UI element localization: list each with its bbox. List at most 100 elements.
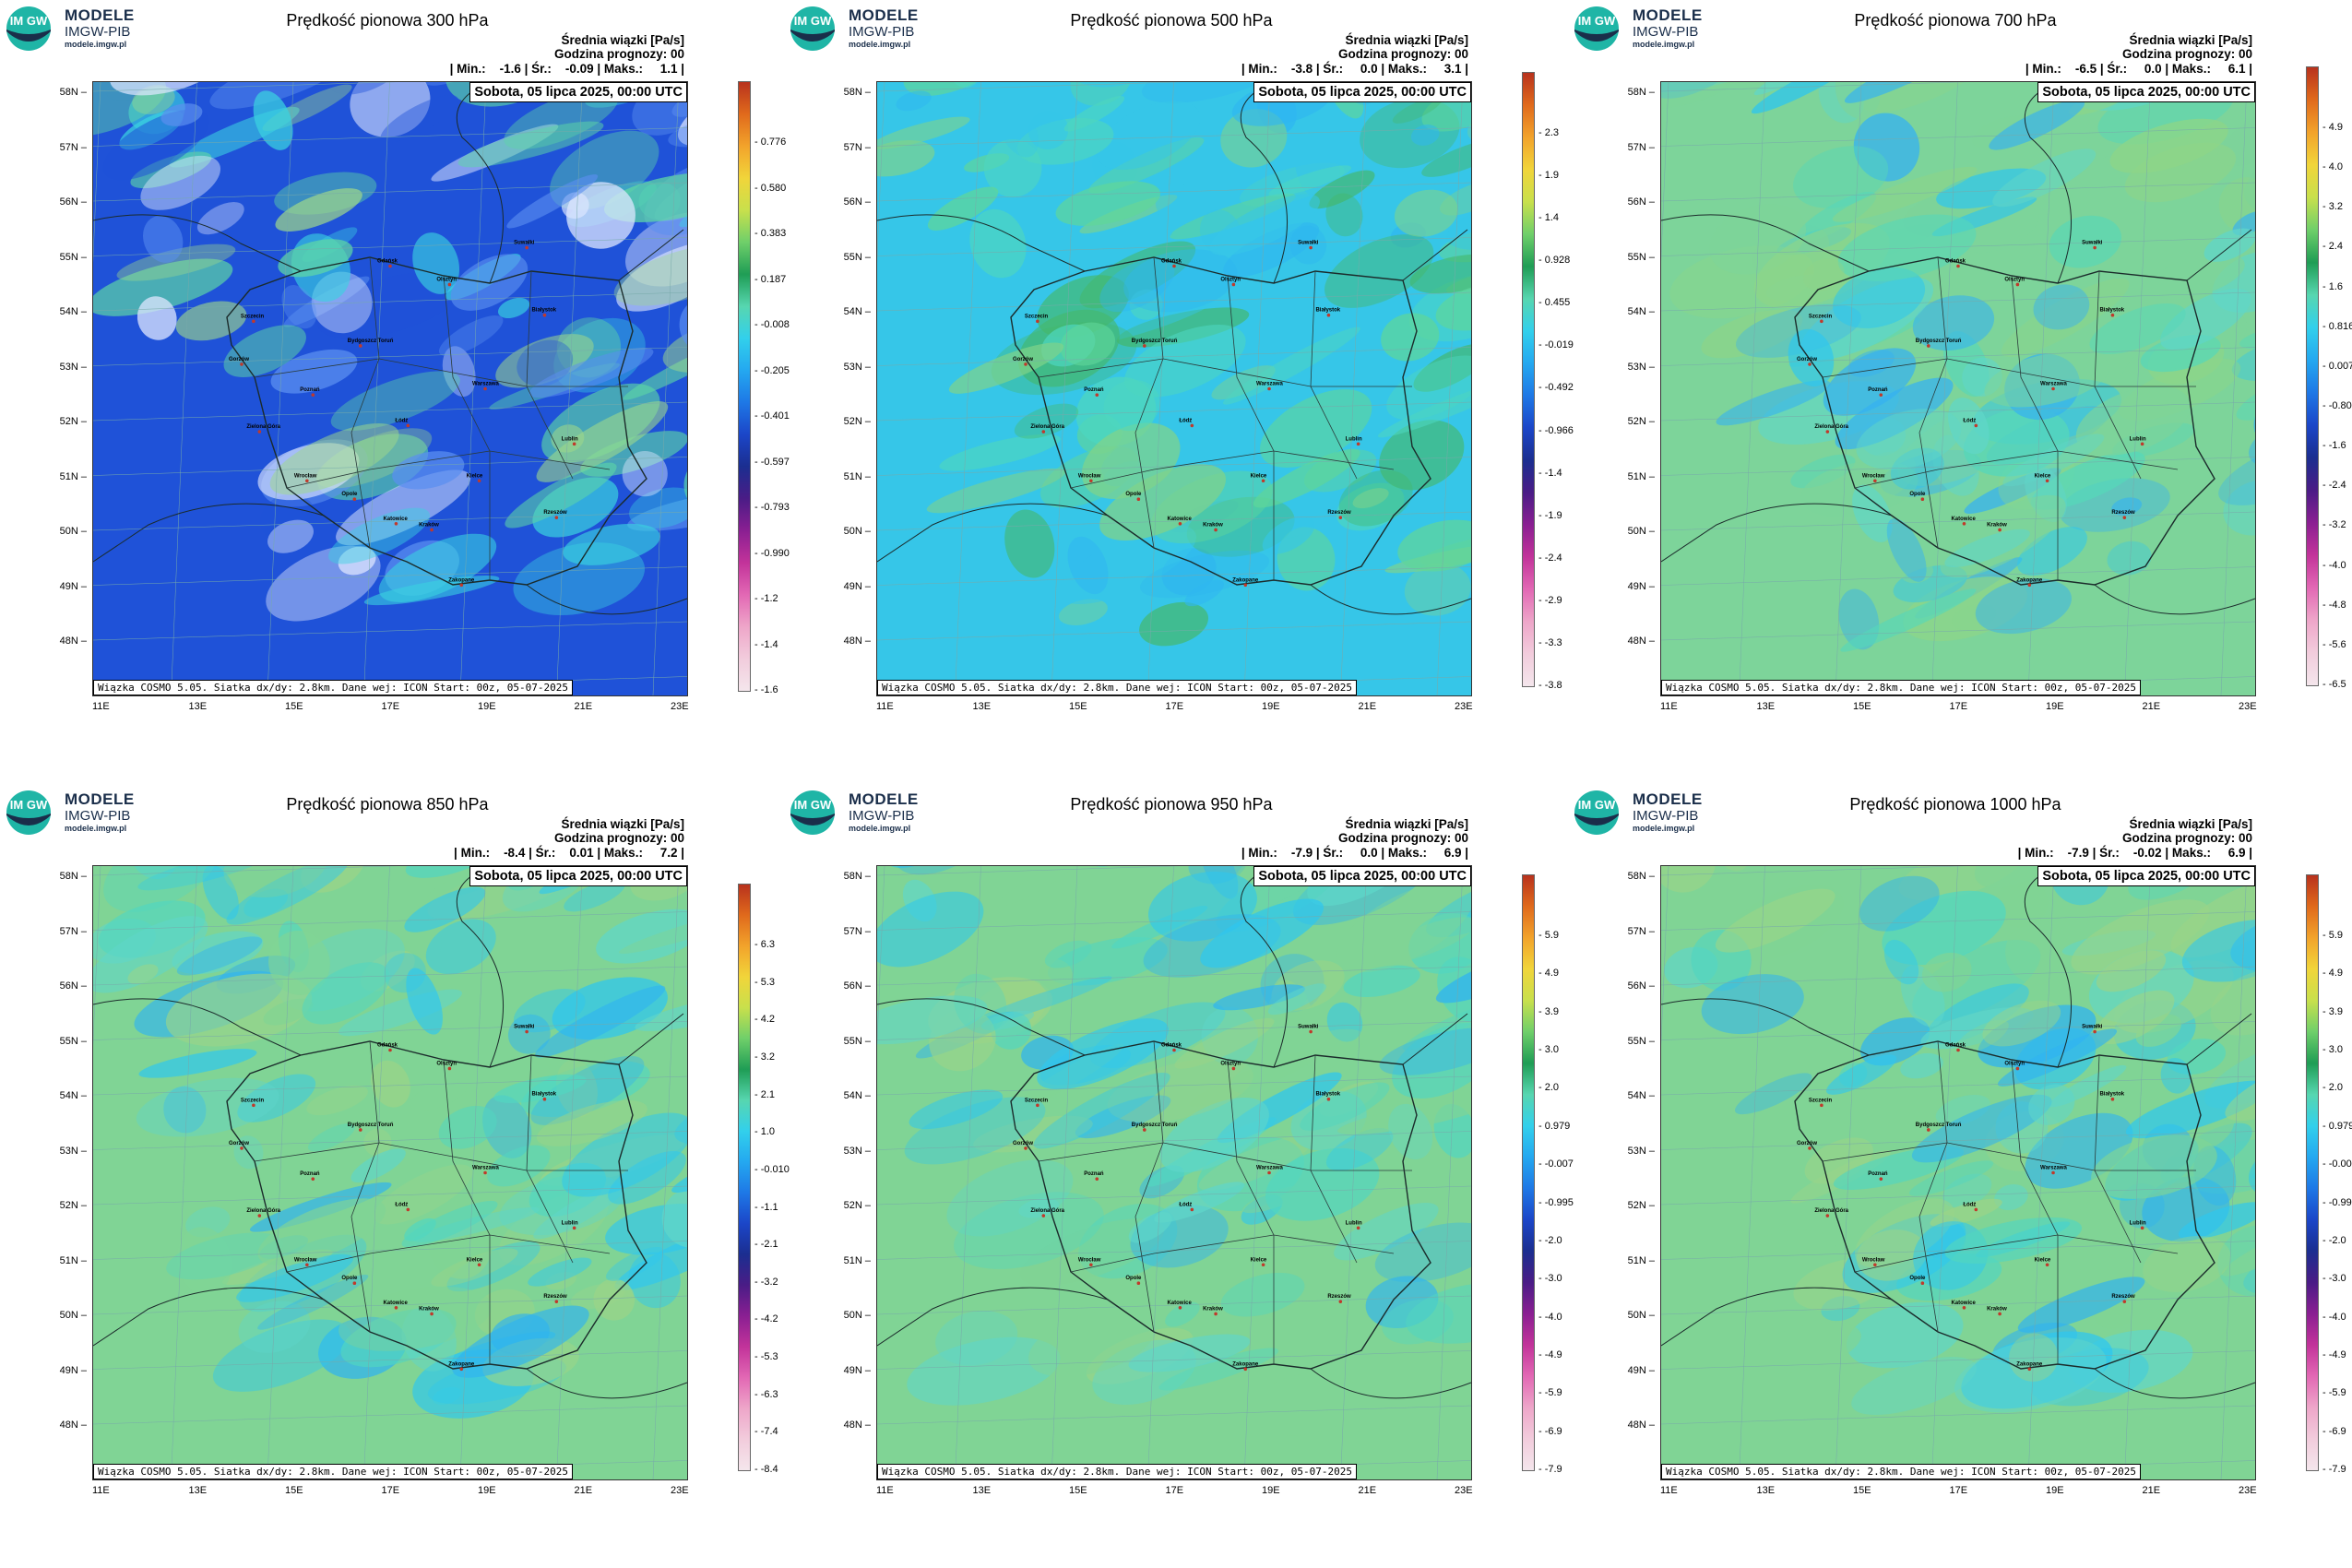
colorbar-label: - -0.007: [1538, 1158, 1574, 1170]
field-blob: [138, 1049, 257, 1078]
colorbar-label: - -0.492: [1538, 382, 1574, 394]
lat-label: 51N –: [843, 1254, 871, 1266]
city-label: Szczecin: [241, 314, 265, 319]
colorbar-label: - 0.979: [2322, 1120, 2352, 1132]
city-label: Zakopane: [2016, 577, 2043, 583]
city-marker: [1956, 264, 1960, 268]
field-blob: [2160, 288, 2251, 350]
lon-label: 21E: [2142, 1485, 2161, 1496]
city-label: Zielona Góra: [1030, 1208, 1064, 1214]
colorbar-label: - -6.5: [2322, 679, 2346, 690]
mean-label: Średnia wiązki [Pa/s]: [2129, 33, 2252, 47]
field-blob: [530, 1055, 645, 1125]
field-blob: [1715, 888, 1835, 953]
city-marker: [1309, 1029, 1313, 1034]
lon-gridline: [1931, 866, 1958, 1479]
field-blob: [306, 1085, 368, 1116]
lat-label: 53N –: [843, 1145, 871, 1157]
field-blob: [1921, 952, 1972, 992]
field-blob: [1200, 898, 1324, 968]
city-label: Zakopane: [448, 1361, 475, 1367]
lat-gridline: [877, 1185, 1471, 1206]
lon-label: 13E: [972, 701, 992, 712]
field-blob: [1736, 303, 1861, 358]
colorbar-label: - 4.2: [754, 1014, 776, 1026]
voivodeship-borders: [1038, 1040, 1412, 1364]
field-blob: [1404, 563, 1471, 616]
field-blob: [1055, 181, 1161, 226]
field-blob: [613, 244, 687, 306]
imgw-badge-icon: IM GW: [1574, 6, 1619, 51]
imgw-logo: IM GW MODELE IMGW-PIB modele.imgw.pl: [1574, 6, 1730, 52]
field-blob: [1147, 871, 1257, 942]
field-blob: [1994, 880, 2049, 928]
field-blob: [1324, 234, 1434, 308]
city-marker: [1095, 393, 1099, 397]
date-label: Sobota, 05 lipca 2025, 00:00 UTC: [1253, 82, 1471, 102]
field-blob: [1900, 1052, 1943, 1079]
city-marker: [394, 1306, 398, 1310]
lat-gridline: [877, 621, 1471, 641]
field-blob: [1883, 939, 1919, 985]
field-blob: [1093, 1170, 1136, 1204]
field-blob: [380, 95, 458, 143]
city-marker: [359, 344, 362, 348]
stats-line: | Min.: -1.6 | Śr.: -0.09 | Maks.: 1.1 |: [449, 62, 684, 76]
city-marker: [1095, 1177, 1099, 1181]
field-blob: [267, 519, 314, 553]
field-blob: [2143, 1236, 2231, 1292]
lat-label: 52N –: [843, 1200, 871, 1211]
city-label: Warszawa: [1256, 1166, 1283, 1171]
forecast-hour-label: Godzina prognozy: 00: [553, 831, 684, 845]
field-blob: [2217, 1225, 2255, 1297]
lon-label: 23E: [2239, 1485, 2257, 1496]
field-blob: [350, 1148, 406, 1183]
city-marker: [1808, 362, 1812, 366]
lat-gridline: [877, 347, 1471, 366]
colorbar-label: - 4.9: [2322, 968, 2344, 980]
lat-gridline: [1661, 1131, 2255, 1150]
city-label: Katowice: [1951, 517, 1976, 522]
field-blob: [2001, 278, 2130, 358]
lon-gridline: [1739, 82, 1765, 695]
lon-label: 23E: [671, 1485, 689, 1496]
field-blob: [442, 346, 476, 398]
city-label: Katowice: [383, 517, 408, 522]
city-marker: [1041, 1214, 1046, 1218]
map-area: Gdańsk Olsztyn Białystok Suwałki Szczecin Byd…: [1660, 865, 2256, 1480]
city-label: Warszawa: [1256, 382, 1283, 387]
city-marker: [352, 1281, 357, 1285]
field-blob: [410, 1080, 468, 1111]
colorbar-label: - -1.9: [1538, 509, 1562, 521]
imgw-badge-icon: IM GW: [790, 790, 835, 835]
city-marker: [305, 1263, 309, 1267]
lon-gridline: [1436, 82, 1464, 695]
logo-subtitle: IMGW-PIB: [1633, 808, 1699, 824]
lat-gridline: [877, 401, 1471, 422]
field-blob: [270, 349, 358, 394]
city-marker: [1998, 1312, 2002, 1316]
lat-gridline: [1661, 511, 2255, 531]
field-blob: [438, 315, 504, 357]
field-blob: [1661, 866, 1716, 893]
field-blob: [260, 493, 317, 545]
lon-label: 15E: [1853, 701, 1871, 712]
field-blob: [223, 866, 328, 897]
lat-gridline: [1661, 866, 1966, 876]
lat-label: 51N –: [1627, 470, 1655, 482]
lat-gridline: [877, 1405, 1471, 1425]
field-blob: [1189, 1049, 1324, 1107]
city-label: Opole: [1909, 492, 1926, 497]
logo-subtitle: IMGW-PIB: [849, 24, 915, 40]
field-blob: [1334, 1202, 1439, 1261]
lat-gridline: [877, 866, 1182, 876]
lat-label: 54N –: [59, 306, 87, 317]
colorbar-label: - -2.4: [2322, 480, 2346, 492]
city-marker: [572, 1226, 576, 1230]
lon-label: 11E: [1660, 1485, 1678, 1496]
field-map: Gdańsk Olsztyn Białystok Suwałki Szczecin Byd…: [877, 82, 1471, 695]
field-blob: [412, 232, 460, 294]
city-marker: [1190, 1207, 1194, 1212]
lon-label: 19E: [2046, 701, 2064, 712]
city-marker: [1178, 522, 1182, 526]
